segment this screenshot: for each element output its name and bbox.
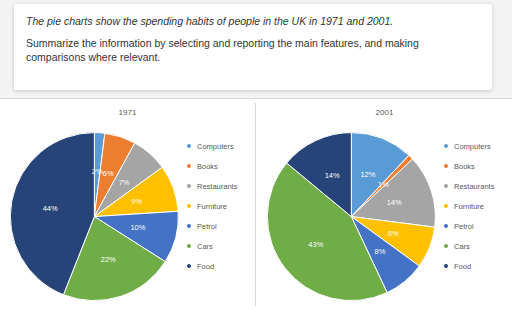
svg-text:Restaurants: Restaurants — [454, 182, 495, 191]
svg-text:Petrol: Petrol — [197, 222, 217, 231]
svg-text:8%: 8% — [388, 229, 399, 238]
svg-text:Restaurants: Restaurants — [197, 182, 238, 191]
svg-text:44%: 44% — [43, 204, 58, 213]
svg-text:Books: Books — [454, 162, 475, 171]
svg-text:2001: 2001 — [376, 108, 394, 117]
svg-text:Books: Books — [197, 162, 218, 171]
svg-text:7%: 7% — [119, 178, 130, 187]
svg-text:8%: 8% — [375, 247, 386, 256]
svg-text:6%: 6% — [103, 169, 114, 178]
svg-text:Furniture: Furniture — [454, 202, 484, 211]
svg-text:Computers: Computers — [454, 142, 491, 151]
svg-text:Food: Food — [197, 262, 214, 271]
svg-text:Food: Food — [454, 262, 471, 271]
svg-text:Cars: Cars — [454, 242, 470, 251]
svg-text:43%: 43% — [308, 240, 323, 249]
svg-text:9%: 9% — [131, 197, 142, 206]
html-text:The pie charts show the spendi: The pie charts show the spending habits … — [26, 15, 394, 27]
svg-text:12%: 12% — [360, 170, 375, 179]
svg-text:Cars: Cars — [197, 242, 213, 251]
svg-text:10%: 10% — [130, 223, 145, 232]
html-text:Summarize the information by s: Summarize the information by selecting a… — [26, 37, 419, 63]
svg-text:Furniture: Furniture — [197, 202, 227, 211]
svg-text:14%: 14% — [387, 198, 402, 207]
svg-text:1%: 1% — [378, 180, 389, 189]
svg-text:Computers: Computers — [197, 142, 234, 151]
svg-text:1971: 1971 — [119, 108, 137, 117]
svg-text:14%: 14% — [325, 171, 340, 180]
svg-text:22%: 22% — [101, 255, 116, 264]
svg-text:Petrol: Petrol — [454, 222, 474, 231]
svg-text:2%: 2% — [92, 167, 103, 176]
